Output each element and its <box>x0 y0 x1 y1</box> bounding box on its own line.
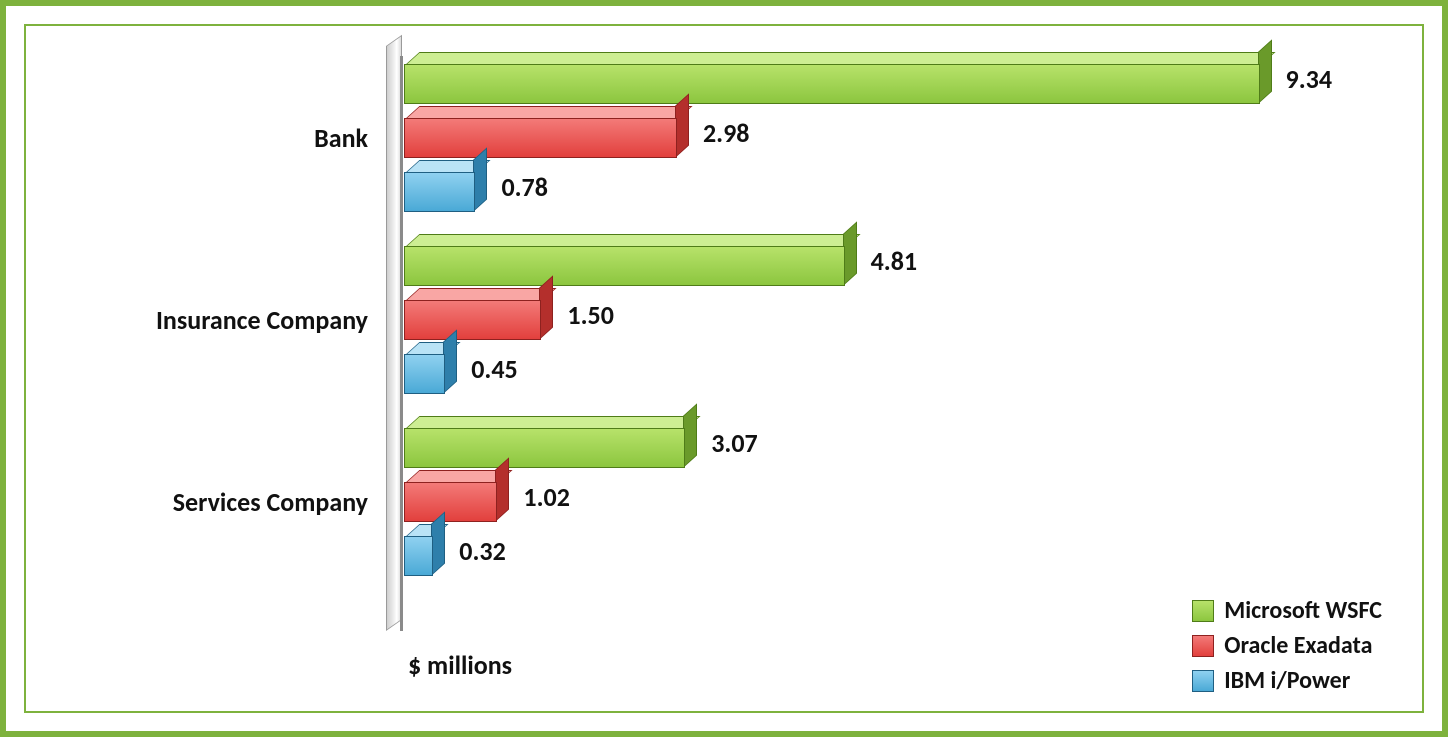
bar-side <box>539 275 553 340</box>
bar-side <box>843 221 857 286</box>
bar-side <box>1258 39 1272 104</box>
legend-swatch-oracle_exadata <box>1192 635 1214 657</box>
bar-value-label: 0.78 <box>501 171 547 203</box>
bar-insurance-microsoft_wsfc: 4.81 <box>404 246 845 286</box>
chart-outer-frame: $ millions Bank 9.34 2.98 0.78 Insurance Com… <box>0 0 1448 737</box>
legend-swatch-ibm_i_power <box>1192 670 1214 692</box>
bar-side <box>431 511 445 576</box>
bar-front <box>404 482 497 522</box>
bar-value-label: 0.32 <box>459 535 505 567</box>
category-group-services: Services Company3.071.020.32 <box>386 428 1362 576</box>
bar-side <box>473 147 487 212</box>
legend-label: Microsoft WSFC <box>1224 596 1382 625</box>
legend-swatch-microsoft_wsfc <box>1192 600 1214 622</box>
bar-value-label: 9.34 <box>1286 63 1332 95</box>
bar-value-label: 4.81 <box>871 245 917 277</box>
legend: Microsoft WSFC Oracle Exadata IBM i/Power <box>1192 590 1382 695</box>
legend-label: IBM i/Power <box>1224 666 1350 695</box>
bar-bank-microsoft_wsfc: 9.34 <box>404 64 1260 104</box>
bar-bank-oracle_exadata: 2.98 <box>404 118 677 158</box>
legend-item-oracle_exadata: Oracle Exadata <box>1192 631 1382 660</box>
bar-value-label: 0.45 <box>471 353 517 385</box>
chart-inner-frame: $ millions Bank 9.34 2.98 0.78 Insurance Com… <box>24 24 1424 713</box>
category-label-bank: Bank <box>48 122 368 154</box>
legend-item-ibm_i_power: IBM i/Power <box>1192 666 1382 695</box>
bar-side <box>683 403 697 468</box>
category-group-insurance: Insurance Company4.811.500.45 <box>386 246 1362 394</box>
bar-insurance-ibm_i_power: 0.45 <box>404 354 445 394</box>
legend-item-microsoft_wsfc: Microsoft WSFC <box>1192 596 1382 625</box>
bar-front <box>404 300 541 340</box>
bar-insurance-oracle_exadata: 1.50 <box>404 300 541 340</box>
bar-services-oracle_exadata: 1.02 <box>404 482 497 522</box>
bar-front <box>404 354 445 394</box>
bar-front <box>404 246 845 286</box>
bar-side <box>675 93 689 158</box>
category-group-bank: Bank9.342.980.78 <box>386 64 1362 212</box>
bar-side <box>495 457 509 522</box>
x-axis-title: $ millions <box>408 649 512 681</box>
bar-front <box>404 118 677 158</box>
bar-services-ibm_i_power: 0.32 <box>404 536 433 576</box>
bar-value-label: 2.98 <box>703 117 749 149</box>
bar-value-label: 3.07 <box>711 427 757 459</box>
bar-front <box>404 172 475 212</box>
bar-front <box>404 428 685 468</box>
bar-front <box>404 536 433 576</box>
bar-front <box>404 64 1260 104</box>
legend-label: Oracle Exadata <box>1224 631 1372 660</box>
bar-value-label: 1.50 <box>567 299 613 331</box>
bar-bank-ibm_i_power: 0.78 <box>404 172 475 212</box>
plot-area: $ millions Bank9.342.980.78Insurance Com… <box>386 56 1362 631</box>
bar-services-microsoft_wsfc: 3.07 <box>404 428 685 468</box>
bar-value-label: 1.02 <box>523 481 569 513</box>
category-label-services: Services Company <box>48 486 368 518</box>
bar-side <box>443 329 457 394</box>
category-label-insurance: Insurance Company <box>48 304 368 336</box>
